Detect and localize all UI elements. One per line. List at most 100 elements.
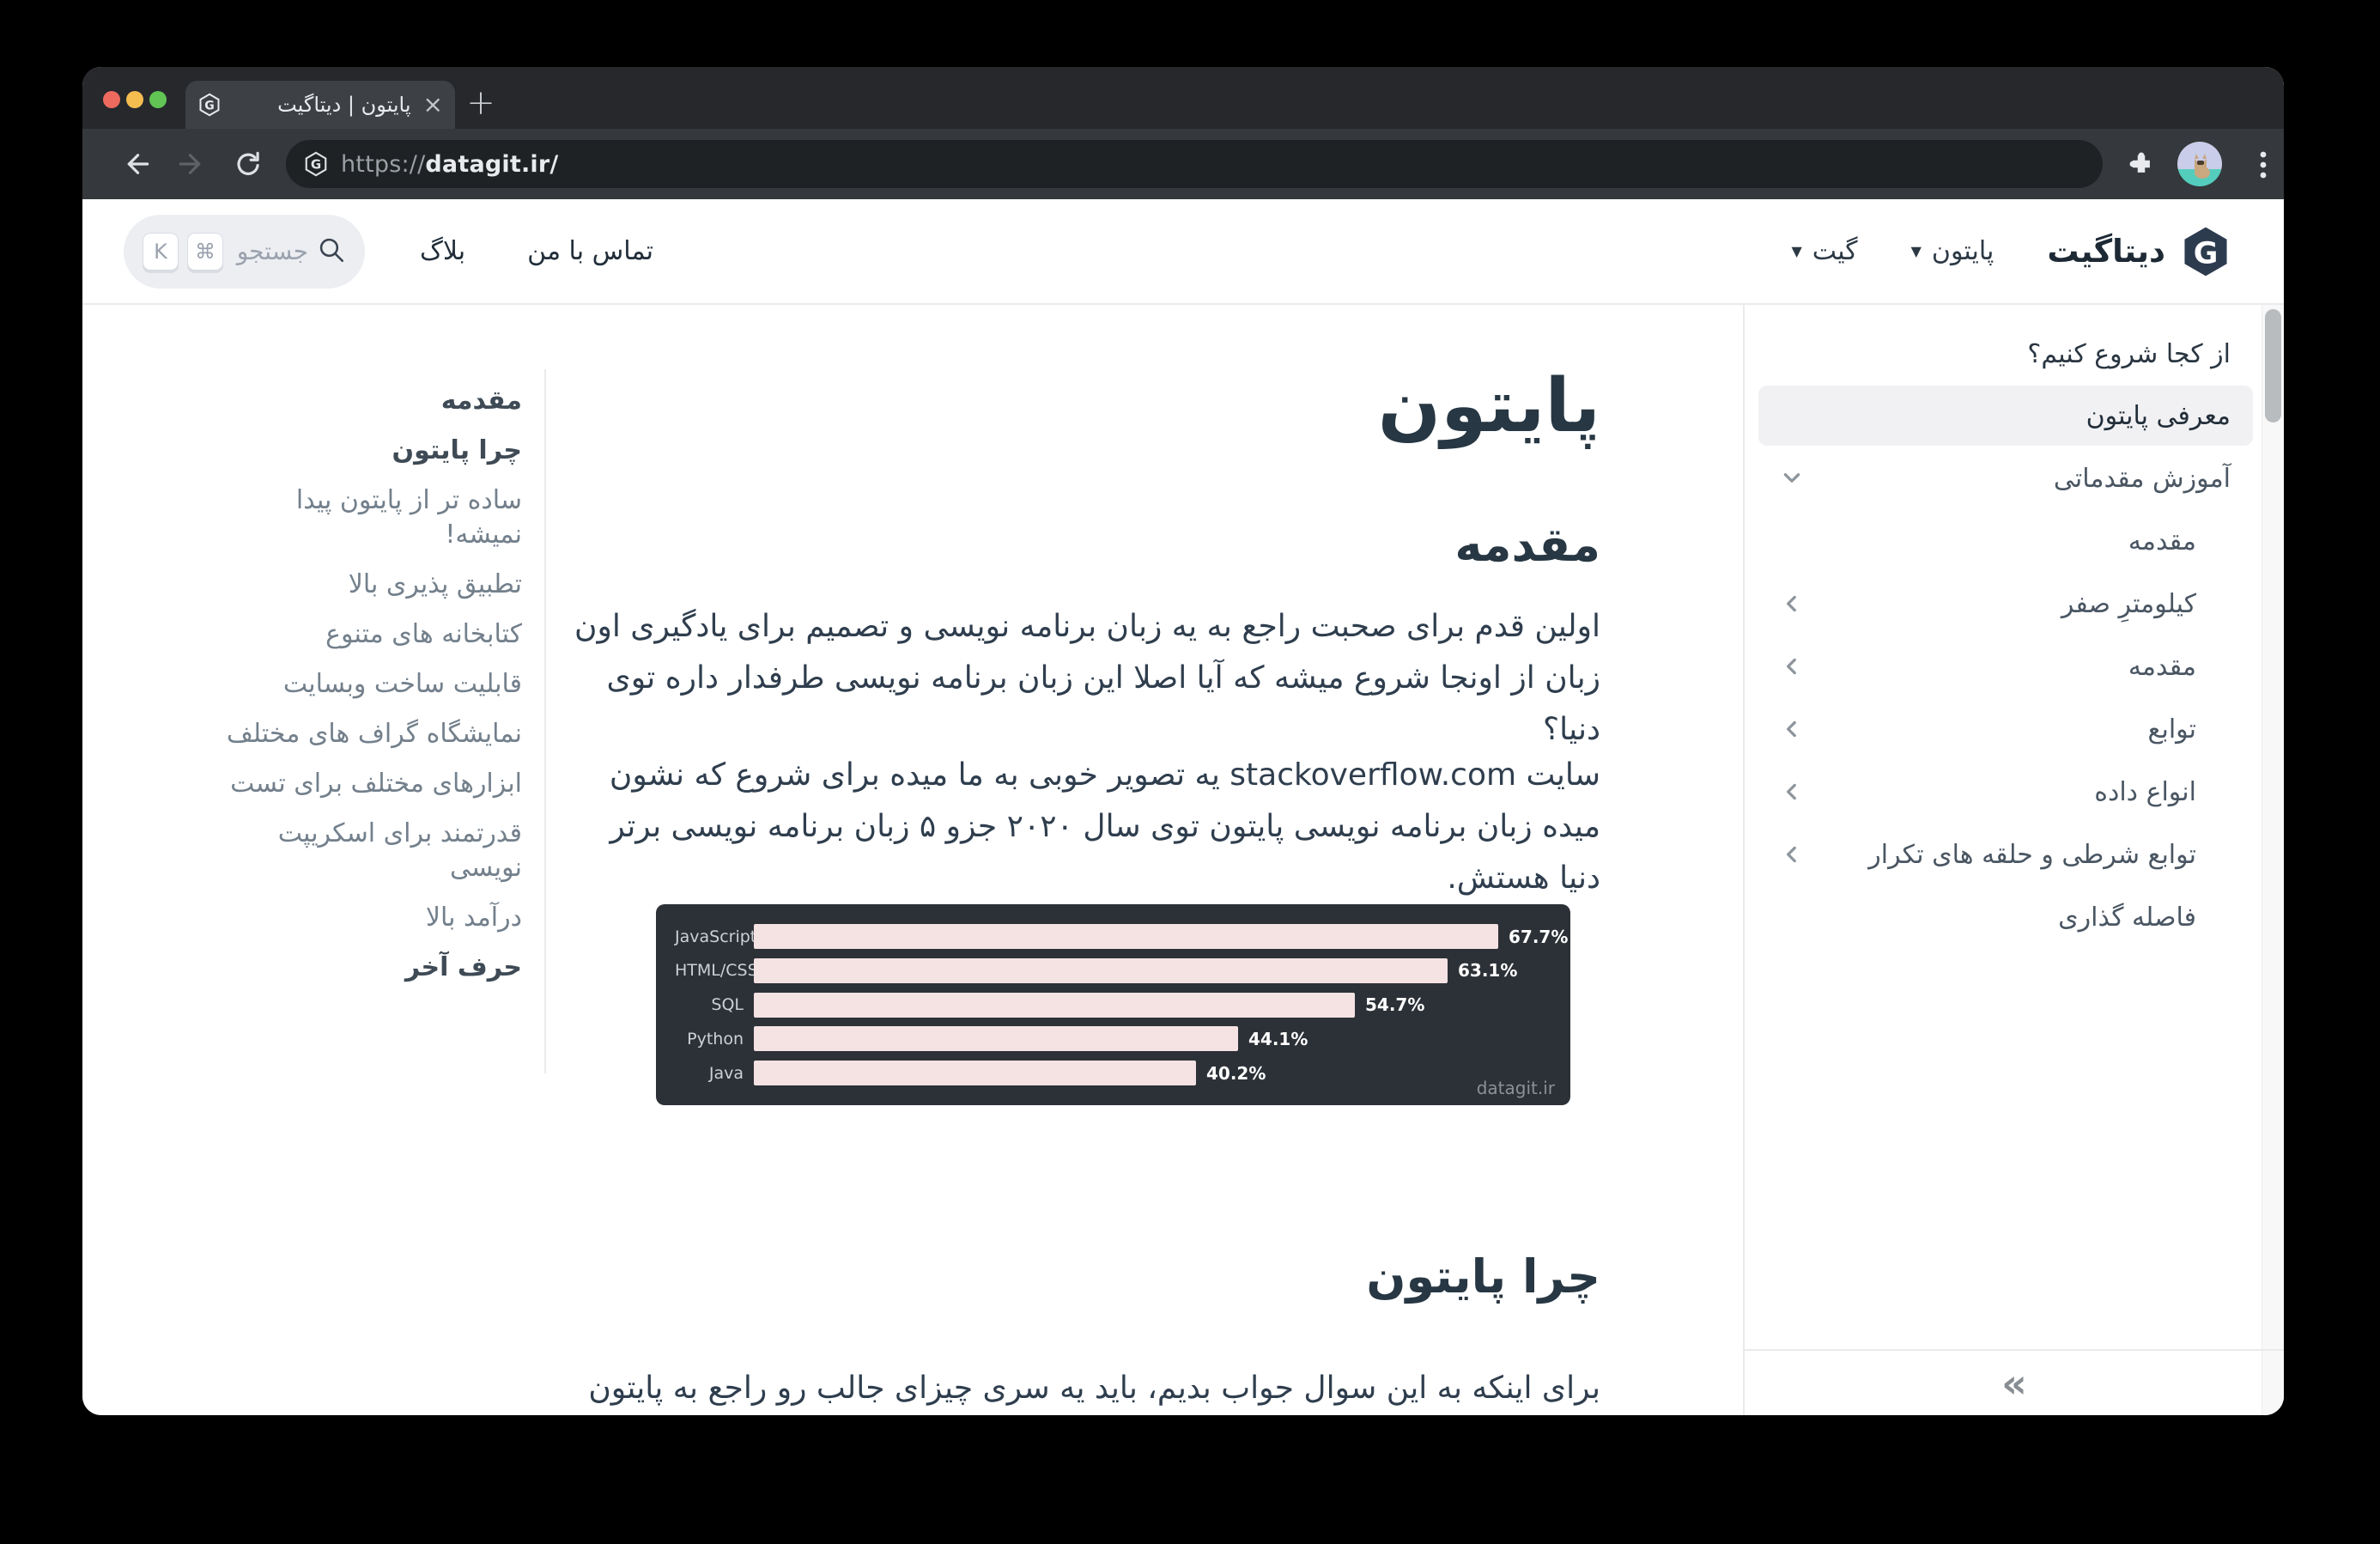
chart-row: JavaScript 67.7% (675, 922, 1568, 951)
svg-text:G: G (204, 99, 215, 112)
sidebar-item-label: توابع (2147, 714, 2197, 745)
toc-item[interactable]: تطبیق پذیری بالا (220, 568, 522, 602)
chart-category-label: JavaScript (675, 927, 757, 946)
sidebar-item-label: توابع شرطی و حلقه های تکرار (1868, 839, 2196, 870)
chevron-icon (1781, 655, 1803, 678)
sidebar-item[interactable]: توابع (1758, 699, 2253, 759)
sidebar-title: از کجا شروع کنیم؟ (2027, 339, 2231, 369)
url-scheme: https:// (341, 150, 426, 178)
chart-category-label: SQL (711, 995, 744, 1014)
toc-item-label: کتابخانه های متنوع (325, 619, 522, 649)
paragraph: سایت stackoverflow.com یه تصویر خوبی به … (609, 757, 1600, 896)
toc-item-label: قدرتمند برای اسکریپت نویسی (277, 818, 522, 883)
nav-python-dropdown[interactable]: پایتون ▼ (1911, 236, 1994, 266)
toc-divider (544, 369, 546, 1073)
chart-category-label: Java (708, 1063, 744, 1083)
toc-item[interactable]: مقدمه (220, 384, 522, 418)
caret-down-icon: ▼ (1791, 243, 1802, 259)
datagit-logo-icon: G (2179, 225, 2232, 278)
chevron-icon (1781, 781, 1803, 803)
toc-item[interactable]: درآمد بالا (220, 901, 522, 935)
site-favicon: G (197, 93, 222, 117)
chart-value-label: 44.1% (1248, 1028, 1308, 1049)
toc-item[interactable]: ساده تر از پایتون پیدا نمیشه! (220, 483, 522, 552)
toc-item[interactable]: کتابخانه های متنوع (220, 617, 522, 652)
sidebar-item[interactable]: معرفی پایتون (1758, 386, 2253, 446)
search-input[interactable]: جستجو ⌘ K (124, 214, 365, 289)
chart-bar (754, 1026, 1238, 1052)
chart-bar (754, 924, 1498, 949)
toc-item-label: چرا پایتون (392, 435, 522, 465)
sidebar-scrollbar[interactable] (2262, 305, 2284, 1415)
svg-text:G: G (2194, 236, 2219, 271)
chart-row: Python 44.1% (675, 1024, 1551, 1053)
nav-contact-link[interactable]: تماس با من (527, 236, 654, 266)
nav-blog-link[interactable]: بلاگ (420, 236, 466, 266)
toc-item-label: درآمد بالا (425, 903, 522, 933)
docs-sidebar-scroll: از کجا شروع کنیم؟ معرفی پایتون (1745, 305, 2284, 947)
new-tab-button[interactable]: + (466, 83, 495, 123)
sidebar-collapse-button[interactable]: » (2001, 1359, 2027, 1407)
sidebar-footer: » (1745, 1349, 2284, 1415)
reload-icon[interactable] (232, 148, 264, 180)
kbd-k-key: K (143, 232, 179, 271)
chart-category-label: HTML/CSS (675, 961, 758, 981)
search-placeholder: جستجو (236, 237, 308, 265)
chart-bar (754, 1061, 1196, 1085)
address-bar[interactable]: G https://datagit.ir/ (286, 140, 2103, 188)
sidebar-item-label: معرفی پایتون (2086, 400, 2231, 431)
section-heading-intro: مقدمه (1454, 518, 1600, 572)
chevron-icon (1781, 593, 1803, 615)
nav-git-label: گیت (1812, 236, 1858, 266)
sidebar-item[interactable]: مقدمه (1758, 511, 2253, 571)
back-icon[interactable] (120, 148, 153, 180)
browser-toolbar: G https://datagit.ir/ (82, 129, 2284, 199)
toc-item-label: ابزارهای مختلف برای تست (230, 769, 522, 799)
menu-dots-icon[interactable] (2255, 149, 2272, 184)
chart-bar (754, 992, 1355, 1018)
browser-tab[interactable]: G پایتون | دیتاگیت × (185, 81, 455, 129)
page-title: پایتون (1377, 363, 1600, 449)
close-window-button[interactable] (103, 91, 120, 108)
toc-item-label: مقدمه (440, 386, 522, 416)
profile-avatar[interactable] (2177, 142, 2222, 186)
site-header: G دیتاگیت پایتون ▼ گیت ▼ تماس با من بلاگ (82, 199, 2284, 305)
toc-item[interactable]: قدرتمند برای اسکریپت نویسی (220, 817, 522, 885)
tab-close-icon[interactable]: × (422, 90, 443, 119)
sidebar-item[interactable]: انواع داده (1758, 762, 2253, 822)
sidebar-item[interactable]: آموزش مقدماتی (1758, 448, 2253, 508)
forward-icon[interactable] (175, 148, 208, 180)
extensions-puzzle-icon[interactable] (2127, 149, 2156, 182)
table-of-contents: مقدمه چرا پایتون ساده تر از پایتون پیدا … (220, 305, 522, 985)
maximize-window-button[interactable] (149, 91, 167, 108)
toc-item[interactable]: حرف آخر (220, 951, 522, 985)
languages-bar-chart: JavaScript 67.7% HTML/CSS 63.1% SQL 54.7% Pyth… (656, 904, 1570, 1105)
sidebar-item-label: آموزش مقدماتی (2053, 463, 2231, 494)
chart-value-label: 67.7% (1509, 926, 1569, 947)
scrollbar-thumb[interactable] (2265, 309, 2281, 422)
svg-text:G: G (311, 157, 321, 173)
paragraph: اولین قدم برای صحبت راجع به یه زبان برنا… (574, 609, 1600, 747)
sidebar-item[interactable]: کیلومترِ صفر (1758, 574, 2253, 634)
sidebar-item[interactable]: مقدمه (1758, 636, 2253, 696)
chevron-icon (1781, 718, 1803, 740)
sidebar-item[interactable]: توابع شرطی و حلقه های تکرار (1758, 824, 2253, 884)
chevron-icon (1781, 843, 1803, 866)
chart-bar (754, 957, 1448, 983)
toc-item[interactable]: ابزارهای مختلف برای تست (220, 767, 522, 801)
brand[interactable]: G دیتاگیت (2047, 225, 2232, 278)
sidebar-item[interactable]: فاصله گذاری (1758, 887, 2253, 947)
toc-item[interactable]: قابلیت ساخت وبسایت (220, 667, 522, 702)
toc-item[interactable]: نمایشگاه گراف های مختلف (220, 717, 522, 751)
chart-row: Java 40.2% (675, 1059, 1551, 1087)
nav-git-dropdown[interactable]: گیت ▼ (1791, 236, 1857, 266)
chart-watermark: datagit.ir (1476, 1078, 1555, 1098)
nav-python-label: پایتون (1931, 236, 1994, 266)
brand-name: دیتاگیت (2047, 233, 2165, 270)
minimize-window-button[interactable] (126, 91, 143, 108)
chart-value-label: 40.2% (1206, 1062, 1266, 1084)
toc-item-label: ساده تر از پایتون پیدا نمیشه! (295, 485, 522, 550)
toc-item[interactable]: چرا پایتون (220, 434, 522, 468)
paragraph: برای اینکه به این سوال جواب بدیم، باید ی… (588, 1371, 1600, 1406)
docs-sidebar: از کجا شروع کنیم؟ معرفی پایتون (1743, 305, 2284, 1415)
